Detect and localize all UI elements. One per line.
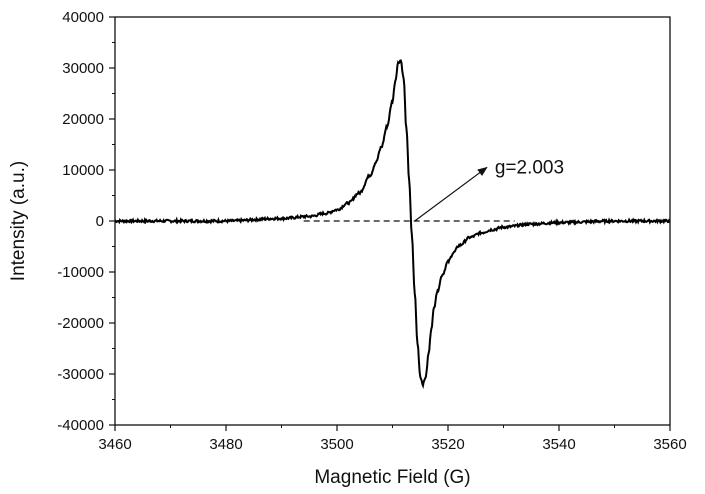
spectrum-line [114, 59, 671, 390]
annotation-label: g=2.003 [495, 157, 564, 178]
y-tick-label: -30000 [57, 366, 104, 383]
x-tick-label: 3560 [653, 436, 686, 453]
y-axis-ticks: -40000 -30000 -20000 -10000 0 10000 20000 30000… [57, 9, 115, 434]
x-axis-title: Magnetic Field (G) [314, 467, 470, 488]
y-tick-label: 40000 [62, 9, 104, 26]
plot-frame [114, 16, 671, 426]
x-tick-label: 3480 [209, 436, 242, 453]
y-axis-title: Intensity (a.u.) [8, 161, 29, 281]
x-tick-label: 3500 [320, 436, 353, 453]
y-tick-label: 20000 [62, 111, 104, 128]
y-tick-label: 0 [96, 213, 104, 230]
y-tick-label: 10000 [62, 162, 104, 179]
y-tick-label: 30000 [62, 60, 104, 77]
x-tick-label: 3520 [431, 436, 464, 453]
y-tick-label: -10000 [57, 264, 104, 281]
x-tick-label: 3540 [542, 436, 575, 453]
annotation-arrow [414, 166, 488, 222]
x-axis-ticks: 3460 3480 3500 3520 3540 3560 [98, 425, 687, 453]
y-tick-label: -40000 [57, 417, 104, 434]
x-tick-label: 3460 [98, 436, 131, 453]
y-tick-label: -20000 [57, 315, 104, 332]
